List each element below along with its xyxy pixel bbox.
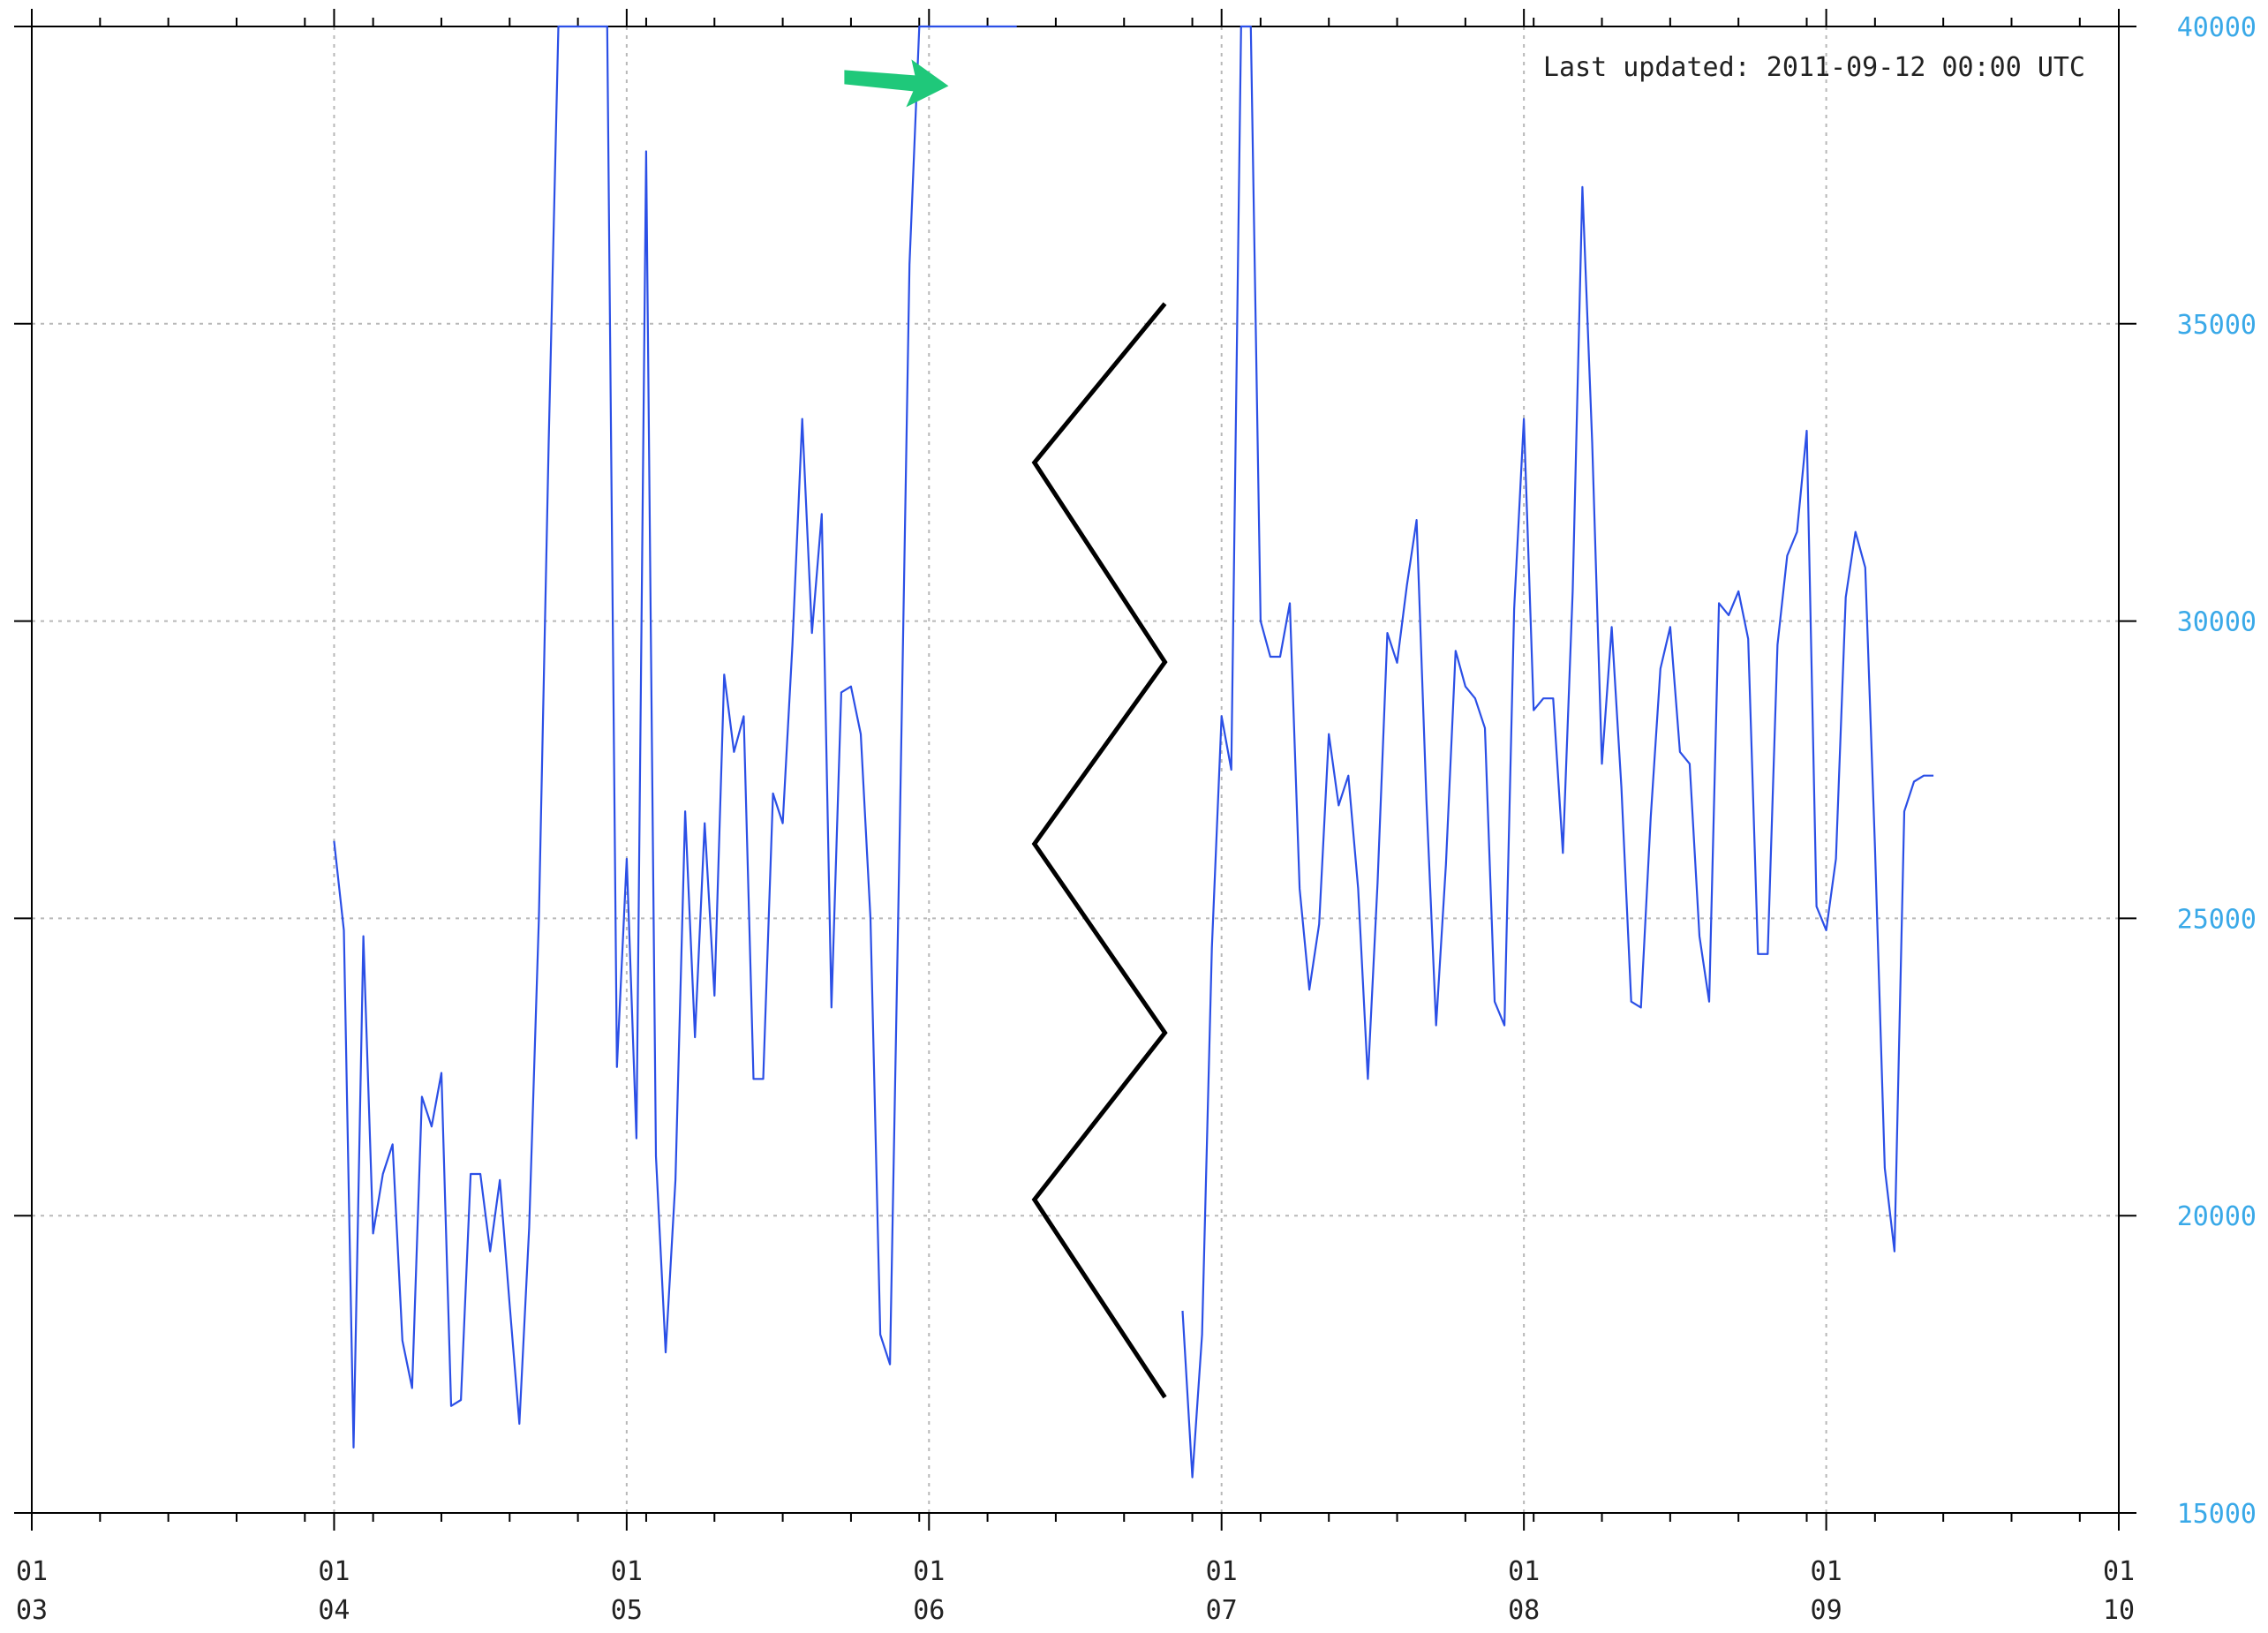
y-tick-label: 35000 (2177, 310, 2257, 341)
x-tick-label-month: 04 (318, 1595, 350, 1626)
x-tick-label-month: 10 (2103, 1595, 2135, 1626)
last-updated-label: Last updated: 2011-09-12 00:00 UTC (1543, 52, 2085, 83)
x-tick-label-day: 01 (1206, 1556, 1238, 1587)
x-tick-label-month: 09 (1811, 1595, 1842, 1626)
plot-border (31, 26, 2120, 1514)
y-tick-label: 30000 (2177, 607, 2257, 638)
y-tick-label: 15000 (2177, 1499, 2257, 1530)
x-tick-label-month: 05 (611, 1595, 643, 1626)
axis-break-layer (1031, 302, 1168, 1399)
x-axis: 01 03 01 04 01 05 01 06 01 07 01 08 01 09 01 10 (16, 9, 2135, 1626)
arrow-layer (844, 59, 949, 108)
y-tick-label: 25000 (2177, 904, 2257, 935)
x-tick-label-month: 03 (16, 1595, 48, 1626)
series-line-segment (333, 25, 1017, 1449)
series-line-segment (1181, 25, 1934, 1479)
plot-frame (31, 26, 2120, 1514)
series-layer (333, 25, 1934, 1479)
x-tick-label-day: 01 (913, 1556, 945, 1587)
x-tick-label-month: 06 (913, 1595, 945, 1626)
grid-lines (32, 26, 2119, 1513)
x-tick-label-day: 01 (1811, 1556, 1842, 1587)
x-tick-label-day: 01 (16, 1556, 48, 1587)
y-axis: 15000 20000 25000 30000 35000 40000 (14, 12, 2257, 1530)
y-tick-label: 40000 (2177, 12, 2257, 43)
x-tick-label-day: 01 (1508, 1556, 1540, 1587)
x-tick-label-month: 08 (1508, 1595, 1540, 1626)
x-tick-label-month: 07 (1206, 1595, 1238, 1626)
axis-break-zigzag (1031, 302, 1168, 1399)
x-tick-label-day: 01 (318, 1556, 350, 1587)
x-tick-label-day: 01 (611, 1556, 643, 1587)
green-arrow-marker (844, 59, 949, 108)
x-tick-label-day: 01 (2103, 1556, 2135, 1587)
y-tick-label: 20000 (2177, 1201, 2257, 1232)
